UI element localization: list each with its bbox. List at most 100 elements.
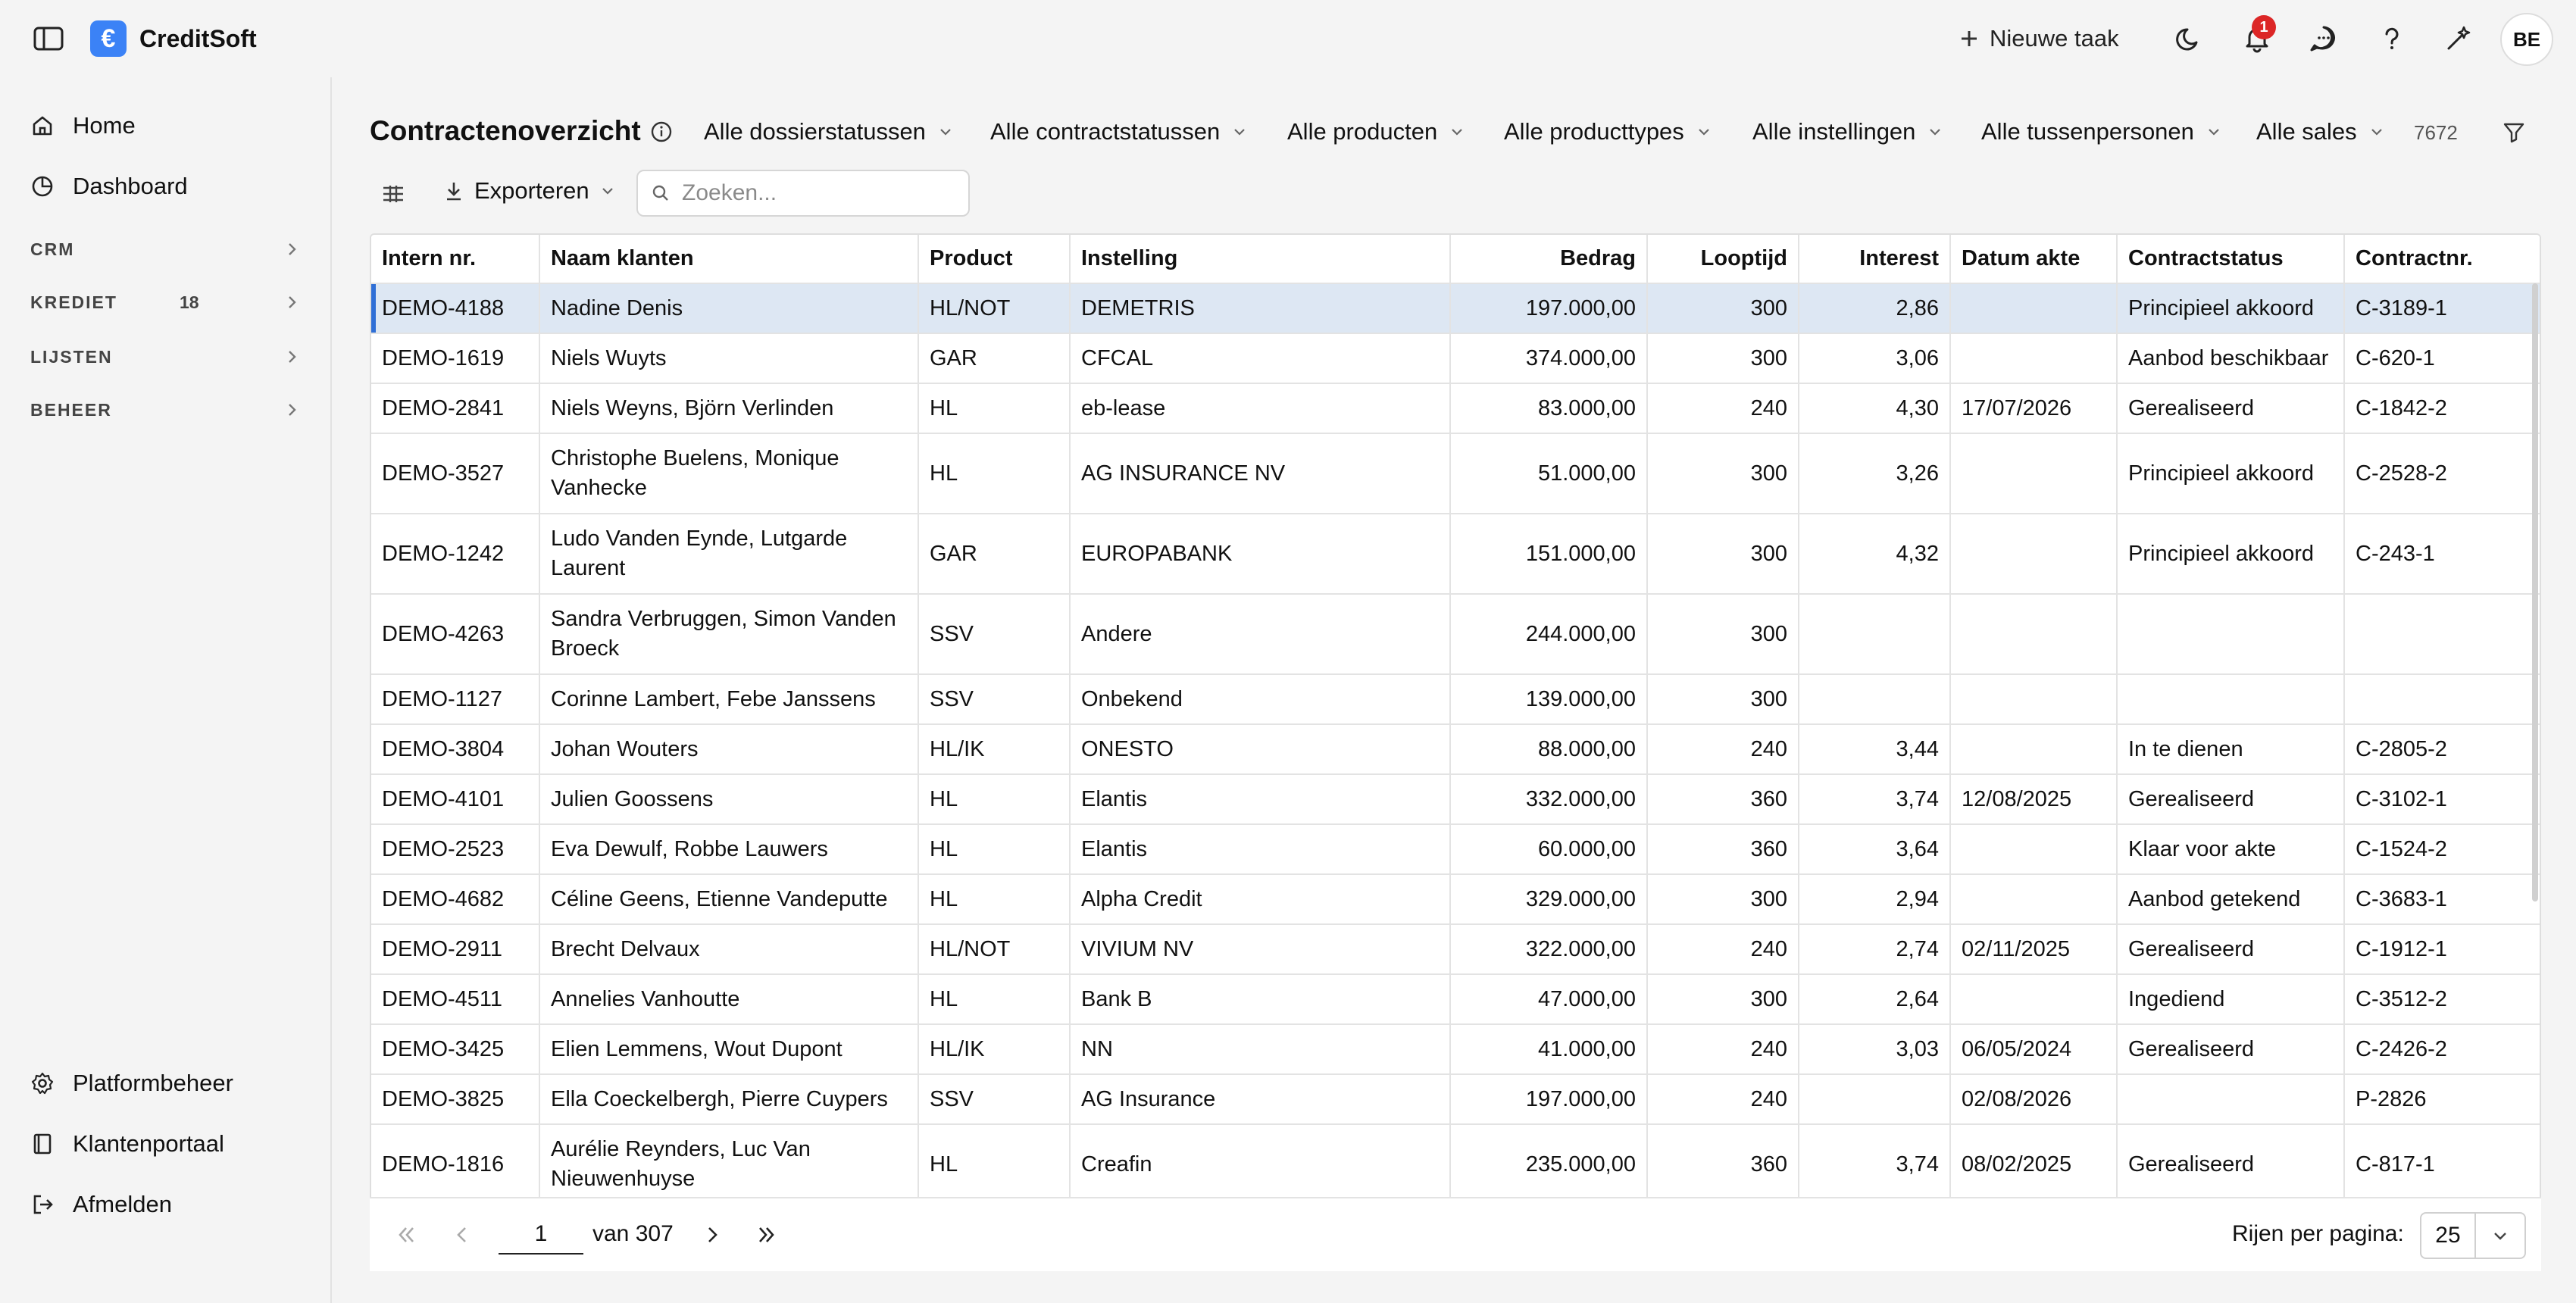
table-row[interactable]: DEMO-3825 Ella Coeckelbergh, Pierre Cuype…	[371, 1074, 2540, 1125]
info-icon[interactable]	[650, 120, 673, 143]
cell-interest: 4,32	[1799, 514, 1951, 595]
cell-contractnr	[2344, 594, 2540, 675]
previous-page-icon[interactable]	[449, 1221, 476, 1248]
cell-product: HL	[918, 824, 1071, 875]
column-header-looptijd[interactable]: Looptijd	[1647, 235, 1799, 284]
cell-naam-klanten: Ella Coeckelbergh, Pierre Cuypers	[539, 1074, 919, 1125]
total-count: 7672	[2414, 121, 2458, 144]
search-box[interactable]	[636, 170, 970, 217]
cell-intern-nr: DEMO-4511	[371, 974, 540, 1025]
filter-instellingen[interactable]: Alle instellingen	[1752, 118, 1943, 145]
column-header-datum-akte[interactable]: Datum akte	[1950, 235, 2118, 284]
sidebar-item-dashboard[interactable]: Dashboard	[30, 173, 188, 200]
cell-looptijd: 300	[1647, 674, 1799, 725]
notification-badge: 1	[2252, 15, 2276, 39]
table-scrollbar[interactable]	[2532, 283, 2538, 901]
plus-icon	[1962, 31, 1977, 46]
cell-looptijd: 360	[1647, 774, 1799, 825]
table-row[interactable]: DEMO-4682 Céline Geens, Etienne Vandeputt…	[371, 874, 2540, 925]
brand-logo: €	[90, 20, 127, 57]
column-header-contractnr[interactable]: Contractnr.	[2344, 235, 2540, 284]
cell-intern-nr: DEMO-4188	[371, 283, 540, 334]
page-total-label: van 307	[592, 1221, 674, 1246]
cell-bedrag: 332.000,00	[1450, 774, 1648, 825]
table-row[interactable]: DEMO-1619 Niels Wuyts GAR CFCAL 374.000,00 30…	[371, 333, 2540, 384]
cell-contractstatus: Principieel akkoord	[2117, 433, 2345, 514]
table-row[interactable]: DEMO-3527 Christophe Buelens, Monique Van…	[371, 433, 2540, 514]
sidebar-section-crm[interactable]: CRM	[30, 239, 300, 260]
column-header-interest[interactable]: Interest	[1799, 235, 1951, 284]
cell-interest: 3,44	[1799, 724, 1951, 775]
filter-dossierstatus[interactable]: Alle dossierstatussen	[704, 118, 953, 145]
export-label: Exporteren	[474, 177, 589, 204]
cell-datum-akte: 02/11/2025	[1950, 924, 2118, 975]
cell-datum-akte: 12/08/2025	[1950, 774, 2118, 825]
table-header-row: Intern nr. Naam klanten Product Instelli…	[371, 235, 2540, 284]
table-row[interactable]: DEMO-4263 Sandra Verbruggen, Simon Vanden…	[371, 594, 2540, 675]
cell-contractstatus: Principieel akkoord	[2117, 514, 2345, 595]
filter-contractstatus[interactable]: Alle contractstatussen	[990, 118, 1247, 145]
filter-producten[interactable]: Alle producten	[1287, 118, 1465, 145]
column-header-instelling[interactable]: Instelling	[1070, 235, 1451, 284]
sidebar-item-klantenportaal[interactable]: Klantenportaal	[30, 1130, 224, 1158]
last-page-icon[interactable]	[753, 1221, 780, 1248]
chat-icon[interactable]	[2308, 23, 2340, 55]
filter-tussenpersonen[interactable]: Alle tussenpersonen	[1981, 118, 2221, 145]
table-row[interactable]: DEMO-2841 Niels Weyns, Björn Verlinden HL e…	[371, 383, 2540, 434]
cell-looptijd: 240	[1647, 724, 1799, 775]
table-row[interactable]: DEMO-3804 Johan Wouters HL/IK ONESTO 88.000,…	[371, 724, 2540, 775]
next-page-icon[interactable]	[699, 1221, 726, 1248]
chevron-down-icon	[2371, 129, 2382, 136]
filter-producttypes[interactable]: Alle producttypes	[1504, 118, 1712, 145]
page-number-input[interactable]	[499, 1215, 583, 1255]
table-row[interactable]: DEMO-1816 Aurélie Reynders, Luc Van Nieuw…	[371, 1124, 2540, 1205]
cell-datum-akte	[1950, 874, 2118, 925]
column-header-contractstatus[interactable]: Contractstatus	[2117, 235, 2345, 284]
magic-wand-icon[interactable]	[2443, 23, 2474, 55]
new-task-button[interactable]: Nieuwe taak	[1959, 20, 2119, 58]
table-row[interactable]: DEMO-1127 Corinne Lambert, Febe Janssens S…	[371, 674, 2540, 725]
table-row[interactable]: DEMO-4101 Julien Goossens HL Elantis 332.000…	[371, 774, 2540, 825]
sidebar-section-lijsten[interactable]: LIJSTEN	[30, 347, 300, 367]
cell-bedrag: 60.000,00	[1450, 824, 1648, 875]
sidebar-toggle-icon[interactable]	[32, 26, 65, 52]
sidebar: Home Dashboard CRM KREDIET 18 LIJSTEN BE…	[0, 77, 332, 1303]
cell-datum-akte	[1950, 824, 2118, 875]
chevron-down-icon	[602, 188, 613, 195]
table-row[interactable]: DEMO-2911 Brecht Delvaux HL/NOT VIVIUM NV 32…	[371, 924, 2540, 975]
column-header-naam[interactable]: Naam klanten	[539, 235, 919, 284]
cell-bedrag: 151.000,00	[1450, 514, 1648, 595]
filter-sales[interactable]: Alle sales	[2256, 118, 2384, 145]
table-row[interactable]: DEMO-3425 Elien Lemmens, Wout Dupont HL/IK…	[371, 1024, 2540, 1075]
cell-intern-nr: DEMO-3804	[371, 724, 540, 775]
moon-icon[interactable]	[2174, 23, 2206, 55]
chevron-down-icon	[2209, 129, 2219, 136]
table-row[interactable]: DEMO-4188 Nadine Denis HL/NOT DEMETRIS 197.0…	[371, 283, 2540, 334]
first-page-icon[interactable]	[392, 1221, 420, 1248]
search-input[interactable]	[682, 180, 955, 206]
column-header-bedrag[interactable]: Bedrag	[1450, 235, 1648, 284]
column-header-intern[interactable]: Intern nr.	[371, 235, 540, 284]
cell-intern-nr: DEMO-2841	[371, 383, 540, 434]
columns-toggle-icon[interactable]	[380, 182, 406, 206]
table-row[interactable]: DEMO-4511 Annelies Vanhoutte HL Bank B 47.00…	[371, 974, 2540, 1025]
table-row[interactable]: DEMO-2523 Eva Dewulf, Robbe Lauwers HL Elan…	[371, 824, 2540, 875]
gear-icon	[30, 1071, 55, 1095]
rows-per-page-select[interactable]: 25	[2420, 1212, 2526, 1259]
export-button[interactable]: Exporteren	[444, 177, 615, 205]
sidebar-section-beheer[interactable]: BEHEER	[30, 400, 300, 420]
sidebar-section-krediet[interactable]: KREDIET 18	[30, 292, 300, 313]
cell-instelling: Elantis	[1070, 824, 1451, 875]
column-header-product[interactable]: Product	[918, 235, 1071, 284]
cell-interest	[1799, 594, 1951, 675]
cell-instelling: AG Insurance	[1070, 1074, 1451, 1125]
sidebar-item-platformbeheer[interactable]: Platformbeheer	[30, 1070, 233, 1097]
avatar[interactable]: BE	[2500, 13, 2553, 66]
table-row[interactable]: DEMO-1242 Ludo Vanden Eynde, Lutgarde Lau…	[371, 514, 2540, 595]
cell-looptijd: 240	[1647, 1024, 1799, 1075]
sidebar-item-home[interactable]: Home	[30, 112, 136, 139]
sidebar-item-afmelden[interactable]: Afmelden	[30, 1191, 172, 1218]
help-icon[interactable]	[2376, 23, 2408, 55]
sidebar-item-label: Dashboard	[73, 173, 188, 199]
funnel-icon[interactable]	[2502, 120, 2526, 144]
